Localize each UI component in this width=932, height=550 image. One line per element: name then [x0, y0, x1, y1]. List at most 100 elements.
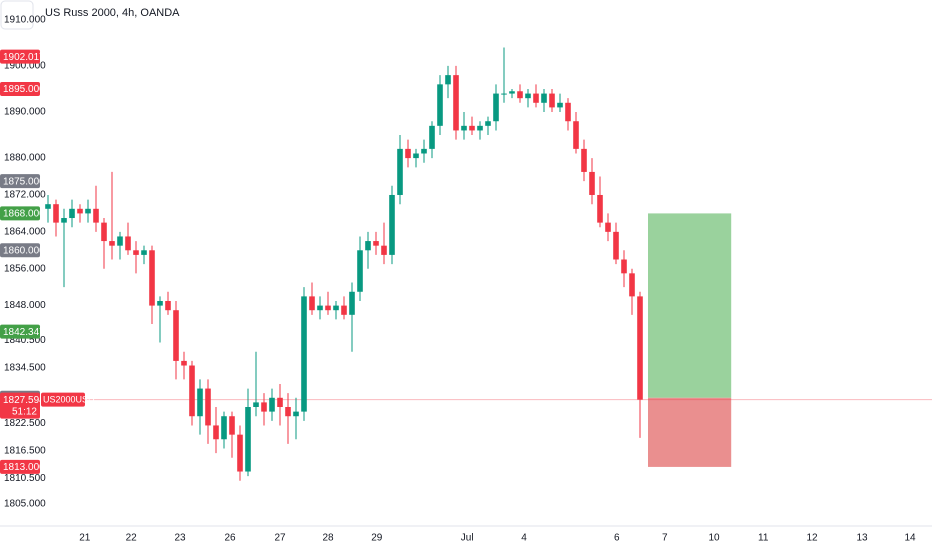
stop-zone [648, 397, 732, 467]
candle-body [269, 397, 275, 412]
candle-body [53, 204, 59, 223]
candle-body [309, 296, 315, 311]
y-tick-label: 1822.500 [4, 418, 46, 429]
symbol-label: US2000USD [43, 395, 95, 405]
candles-layer [45, 47, 643, 481]
symbol-box [41, 392, 85, 407]
candle-body [605, 222, 611, 232]
candle-body [613, 231, 619, 260]
candle-body [245, 407, 251, 472]
last-price-box [0, 392, 40, 419]
price-label: 1860.000 [3, 245, 45, 256]
candle-body [413, 153, 419, 159]
candle-body [485, 121, 491, 126]
price-label-box [0, 174, 40, 189]
candle-body [93, 208, 99, 223]
price-label-box [0, 81, 40, 96]
candle-body [133, 250, 139, 255]
y-tick-label: 1840.500 [4, 335, 46, 346]
candle-body [541, 93, 547, 103]
candle-body [253, 402, 259, 408]
x-tick-label: 12 [806, 533, 818, 544]
candle-body [557, 102, 563, 108]
candle-body [285, 407, 291, 417]
x-tick-label: 6 [614, 533, 620, 544]
candle-body [349, 291, 355, 315]
candle-body [453, 75, 459, 131]
y-tick-label: 1890.000 [4, 107, 46, 118]
x-tick-label: 23 [174, 533, 186, 544]
candle-body [261, 402, 267, 412]
candle-body [501, 93, 507, 95]
candle-body [437, 84, 443, 126]
candle-body [469, 125, 475, 131]
candle-body [581, 148, 587, 172]
price-label-box [0, 459, 40, 474]
candle-body [213, 425, 219, 440]
x-tick-label: 4 [521, 533, 527, 544]
candle-body [565, 102, 571, 122]
y-tick-label: 1910.000 [4, 14, 46, 25]
candle-body [109, 241, 115, 246]
candle-body [341, 305, 347, 315]
candle-body [277, 397, 283, 408]
chart-title: US Russ 2000, 4h, OANDA [45, 7, 180, 19]
candle-body [637, 296, 643, 400]
candle-body [125, 236, 131, 251]
y-tick-label: 1856.000 [4, 263, 46, 274]
y-tick-label: 1880.000 [4, 153, 46, 164]
y-tick-label: 1900.000 [4, 61, 46, 72]
last-price-label: 1827.594 [3, 395, 45, 406]
x-tick-label: Jul [461, 533, 474, 544]
candle-body [373, 241, 379, 246]
candle-body [61, 218, 67, 223]
axis-layer: 1805.000 1810.500 1816.500 1822.500 1834.500… [4, 14, 916, 543]
candle-body [117, 236, 123, 246]
price-label-box [0, 324, 40, 339]
candle-body [237, 434, 243, 472]
price-label: 1842.347 [3, 327, 45, 338]
x-tick-label: 14 [904, 533, 916, 544]
candle-body [85, 208, 91, 214]
price-label: 1895.000 [3, 84, 45, 95]
price-label: 1868.000 [3, 209, 45, 220]
candle-body [421, 148, 427, 154]
candle-body [173, 310, 179, 361]
candle-body [381, 245, 387, 255]
logo-box[interactable] [0, 0, 34, 30]
candle-body [101, 222, 107, 242]
x-tick-label: 26 [224, 533, 236, 544]
x-tick-label: 10 [708, 533, 720, 544]
y-tick-label: 1834.500 [4, 362, 46, 373]
candle-body [573, 121, 579, 149]
candle-body [461, 125, 467, 131]
x-tick-label: 7 [662, 533, 668, 544]
candle-body [165, 300, 171, 311]
y-tick-label: 1810.500 [4, 473, 46, 484]
x-tick-label: 28 [322, 533, 334, 544]
x-tick-label: 22 [126, 533, 138, 544]
y-tick-label: 1816.500 [4, 445, 46, 456]
candle-body [45, 204, 51, 209]
candle-body [317, 305, 323, 311]
candle-body [141, 250, 147, 255]
candle-body [405, 148, 411, 159]
price-label-box [0, 243, 40, 258]
candle-body [333, 305, 339, 311]
candle-body [597, 194, 603, 223]
candle-body [293, 411, 299, 417]
price-label: 1902.017 [3, 52, 45, 63]
candle-body [397, 148, 403, 195]
x-tick-label: 11 [758, 533, 769, 544]
candle-body [389, 194, 395, 255]
candle-body [477, 125, 483, 131]
position-layer [40, 213, 932, 467]
candle-body [197, 388, 203, 417]
candle-body [533, 93, 539, 103]
target-zone [648, 213, 732, 398]
candle-body [181, 360, 187, 366]
price-label: 1875.000 [3, 176, 45, 187]
